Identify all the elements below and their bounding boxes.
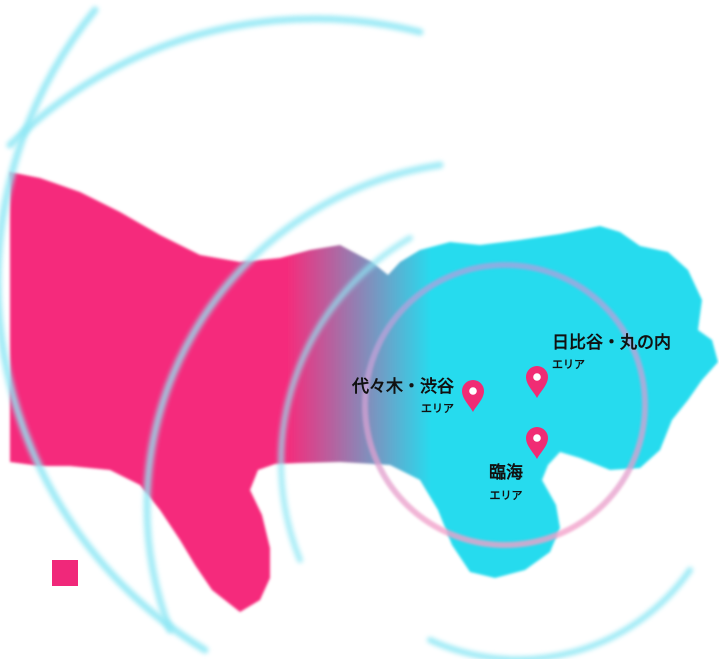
area-name: 日比谷・丸の内 [552, 332, 671, 353]
range-ring-bottom [427, 567, 693, 659]
area-sub: エリア [421, 402, 454, 415]
pin-icon[interactable] [462, 380, 484, 412]
area-sub: エリア [552, 358, 585, 371]
range-ring-outer-arc [6, 15, 424, 149]
range-ring-inner [278, 235, 413, 563]
range-ring-outer [0, 6, 209, 654]
range-ring-middle [143, 161, 444, 634]
area-label-hibiya-marunouchi[interactable]: 日比谷・丸の内 エリア [552, 332, 671, 371]
pin-icon[interactable] [526, 366, 548, 398]
area-sub: エリア [490, 489, 523, 502]
area-label-yoyogi-shibuya[interactable]: 代々木・渋谷 エリア [351, 376, 455, 415]
range-rings [0, 6, 693, 659]
focus-circle [362, 262, 648, 548]
area-name: 臨海 [489, 462, 523, 483]
pin-icon[interactable] [526, 427, 548, 459]
legend-square [52, 560, 78, 586]
area-name: 代々木・渋谷 [351, 376, 455, 397]
area-label-rinkai[interactable]: 臨海 エリア [489, 462, 523, 502]
area-pins [462, 366, 548, 459]
